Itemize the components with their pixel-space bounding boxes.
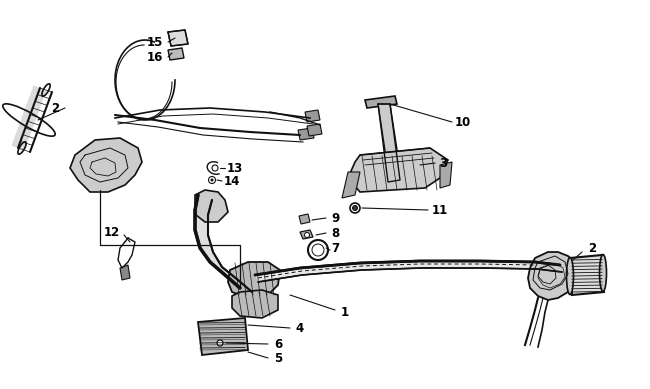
Text: 4: 4 bbox=[296, 321, 304, 335]
Circle shape bbox=[217, 340, 223, 346]
Text: 10: 10 bbox=[455, 116, 471, 128]
Polygon shape bbox=[198, 318, 248, 355]
Circle shape bbox=[212, 165, 218, 171]
Text: 2: 2 bbox=[51, 102, 59, 114]
Polygon shape bbox=[232, 290, 278, 318]
Circle shape bbox=[312, 244, 324, 256]
Text: 15: 15 bbox=[147, 35, 163, 49]
Ellipse shape bbox=[18, 142, 26, 154]
Polygon shape bbox=[195, 195, 252, 292]
Polygon shape bbox=[342, 172, 360, 198]
Polygon shape bbox=[348, 148, 448, 192]
Polygon shape bbox=[365, 96, 397, 108]
Polygon shape bbox=[120, 265, 130, 280]
Text: 9: 9 bbox=[331, 212, 339, 224]
Polygon shape bbox=[307, 124, 322, 136]
Text: 13: 13 bbox=[227, 161, 243, 175]
Polygon shape bbox=[300, 230, 313, 239]
Circle shape bbox=[308, 240, 328, 260]
Ellipse shape bbox=[599, 254, 606, 291]
Polygon shape bbox=[528, 252, 578, 300]
Polygon shape bbox=[299, 214, 310, 224]
Text: 5: 5 bbox=[274, 352, 282, 364]
Circle shape bbox=[350, 203, 360, 213]
Ellipse shape bbox=[3, 104, 55, 136]
Text: 7: 7 bbox=[331, 242, 339, 254]
Text: 1: 1 bbox=[341, 305, 349, 319]
Ellipse shape bbox=[567, 258, 573, 294]
Polygon shape bbox=[570, 255, 604, 295]
Polygon shape bbox=[378, 104, 402, 184]
Ellipse shape bbox=[42, 84, 50, 96]
Text: 3: 3 bbox=[439, 156, 447, 170]
Circle shape bbox=[304, 233, 309, 238]
Circle shape bbox=[209, 177, 216, 184]
Text: 12: 12 bbox=[104, 226, 120, 238]
Polygon shape bbox=[298, 128, 314, 140]
Polygon shape bbox=[195, 190, 228, 222]
Text: 8: 8 bbox=[331, 226, 339, 240]
Text: 11: 11 bbox=[432, 203, 448, 217]
Polygon shape bbox=[228, 262, 280, 298]
Polygon shape bbox=[70, 138, 142, 192]
Text: 16: 16 bbox=[147, 51, 163, 63]
Polygon shape bbox=[440, 162, 452, 188]
Text: 6: 6 bbox=[274, 338, 282, 350]
Polygon shape bbox=[168, 30, 188, 46]
Polygon shape bbox=[305, 110, 320, 122]
Polygon shape bbox=[168, 48, 184, 60]
Text: 14: 14 bbox=[224, 175, 240, 187]
Text: 2: 2 bbox=[588, 242, 596, 254]
Polygon shape bbox=[255, 261, 562, 282]
Circle shape bbox=[211, 179, 213, 182]
Circle shape bbox=[352, 205, 358, 210]
